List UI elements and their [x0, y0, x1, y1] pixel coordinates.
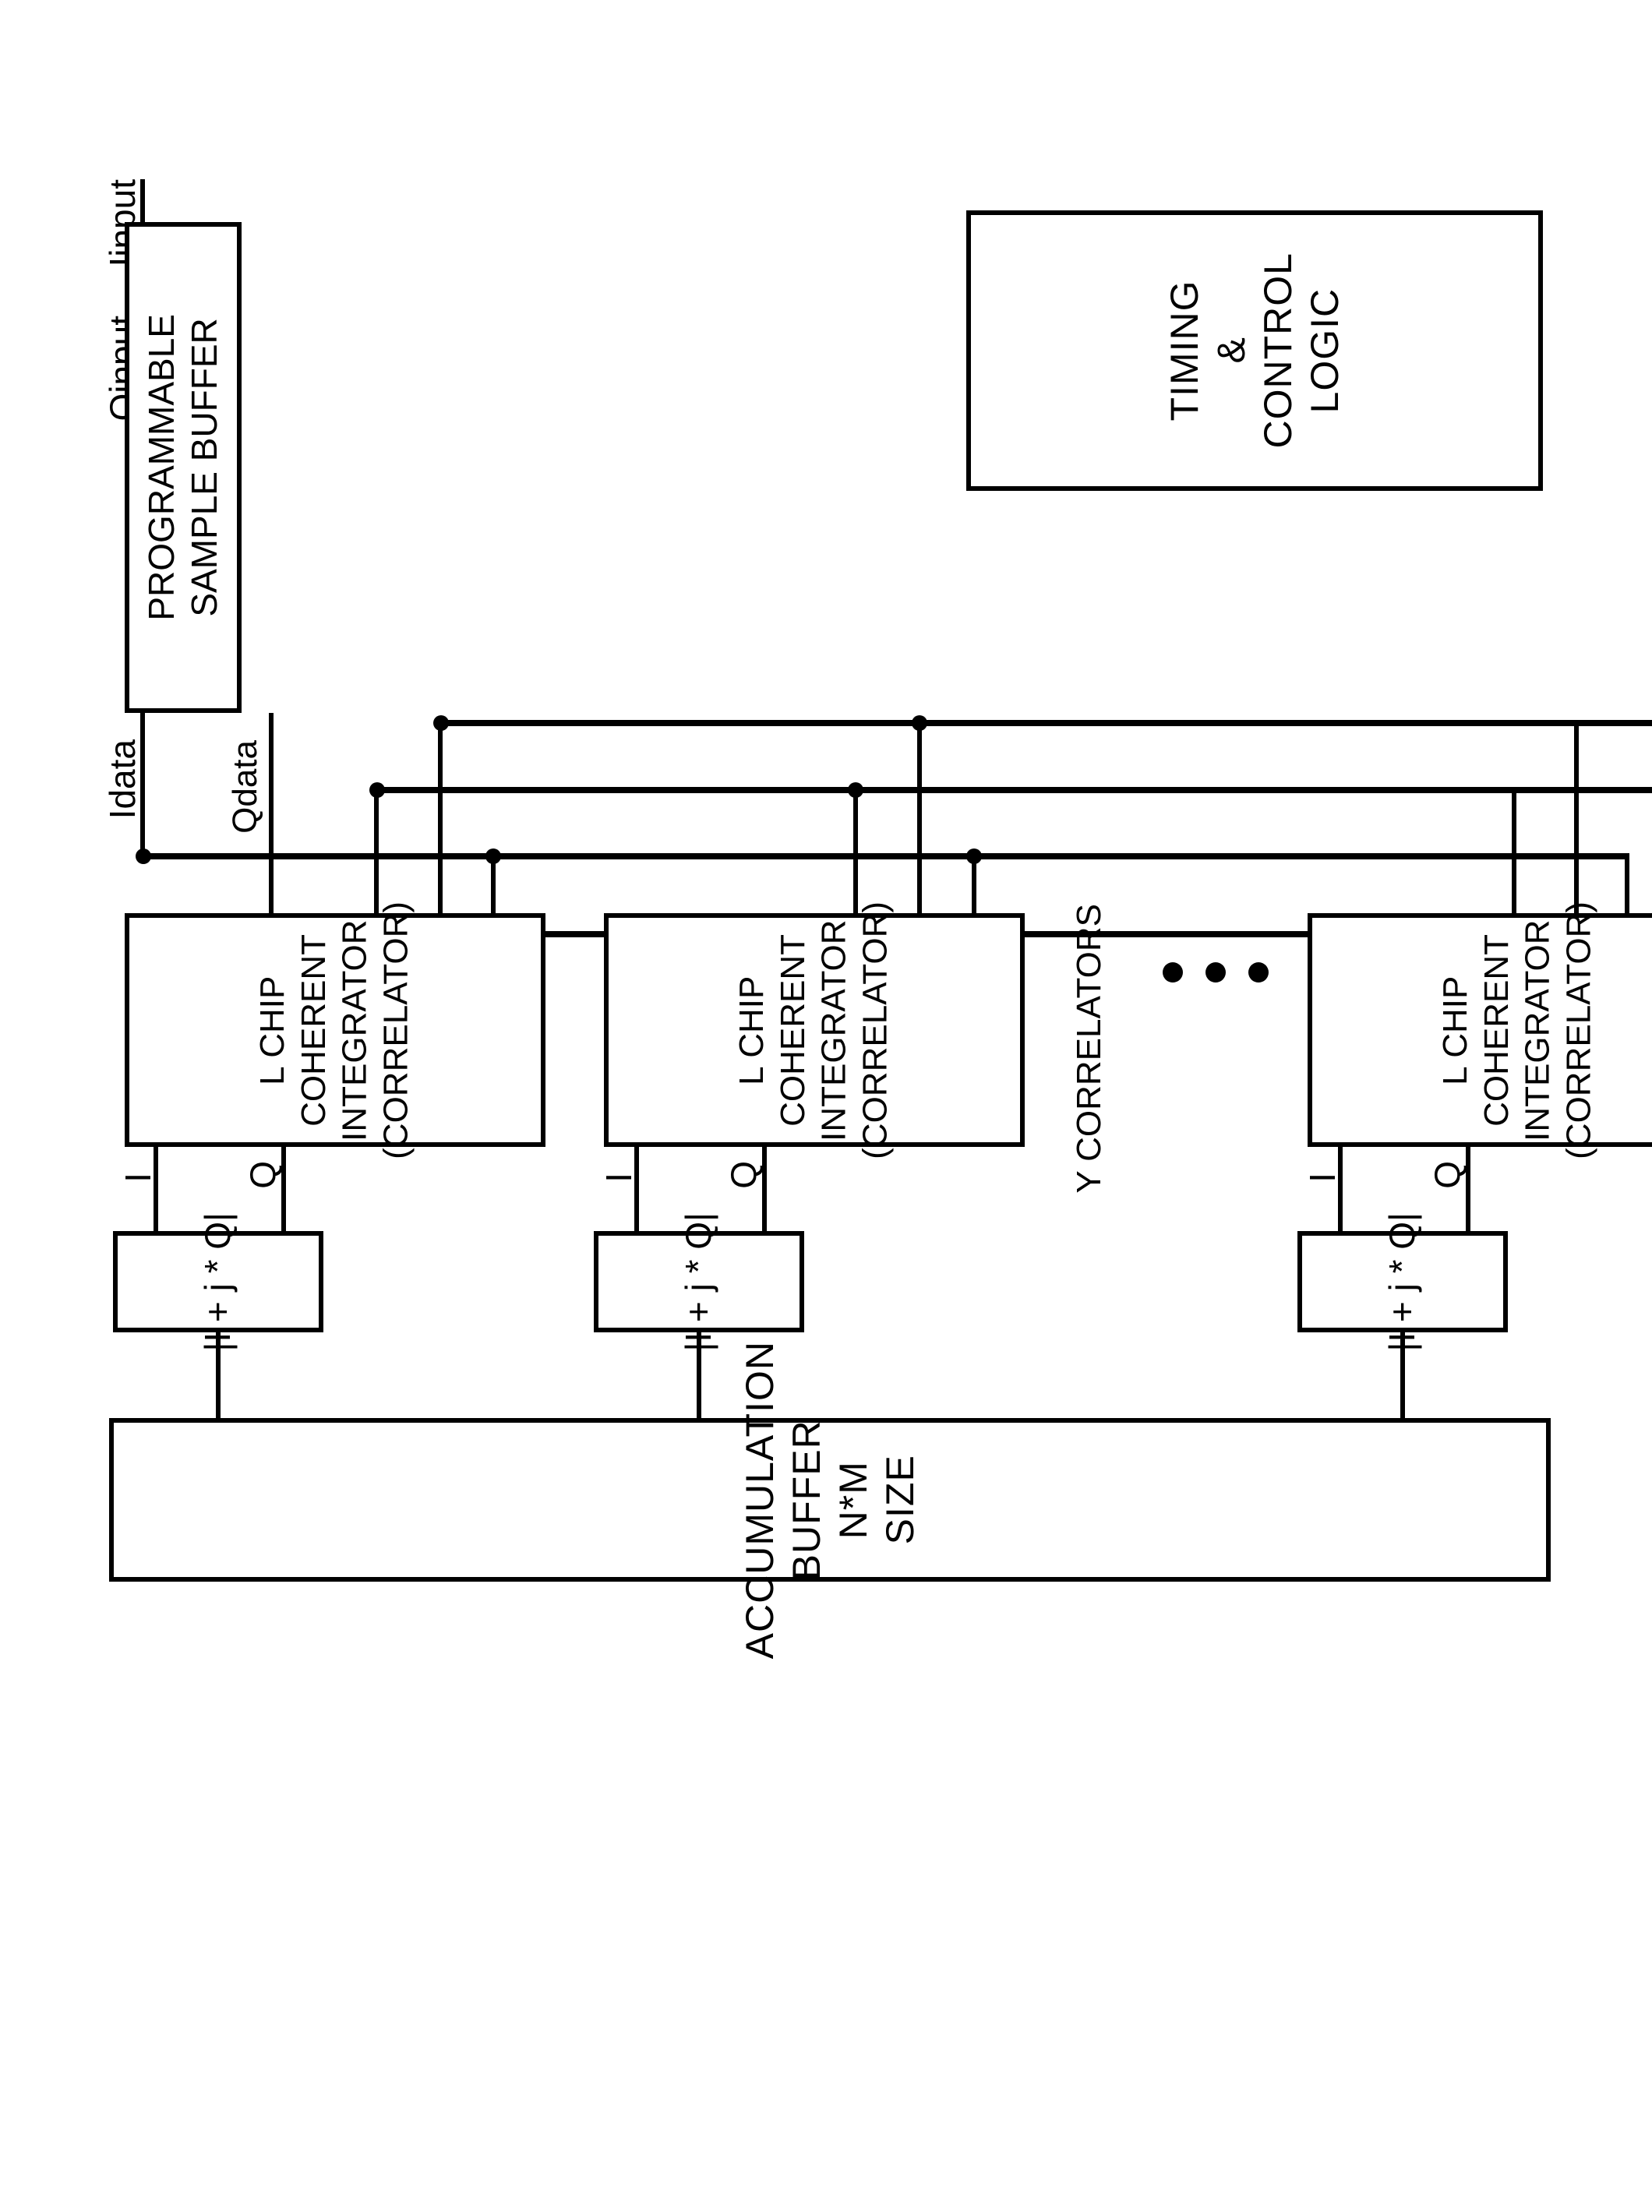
block-sample-buffer: PROGRAMMABLE SAMPLE BUFFER: [125, 222, 242, 713]
label-i-out-3: I: [1301, 1173, 1343, 1183]
block-timing-control: TIMING & CONTROL LOGIC: [966, 210, 1543, 491]
wire: [438, 720, 443, 915]
label-q-out-2: Q: [722, 1161, 764, 1189]
wire: [1574, 720, 1579, 915]
wire: [972, 853, 976, 915]
wire: [1512, 787, 1516, 915]
wire-idata: [140, 853, 1629, 859]
wire: [374, 787, 379, 915]
wire: [697, 1332, 701, 1422]
block-timing-control-label: TIMING & CONTROL LOGIC: [1161, 252, 1348, 448]
label-y-correlators: Y CORRELATORS: [1070, 904, 1109, 1194]
block-accumulation-buffer: ACCUMULATION BUFFER N*M SIZE: [109, 1418, 1551, 1582]
wire: [634, 1147, 639, 1233]
block-correlator-3-label: L CHIP COHERENT INTEGRATOR (CORRELATOR): [1435, 901, 1600, 1159]
ellipsis-dot: [1205, 962, 1226, 983]
block-magnitude-1: |I + j * Q|: [113, 1231, 323, 1332]
wire: [917, 720, 922, 915]
label-i-out-1: I: [117, 1173, 159, 1183]
label-qdata: Qdata: [226, 740, 265, 834]
label-idata: Idata: [101, 739, 143, 819]
ellipsis-dot: [1248, 962, 1269, 983]
wire: [1400, 1332, 1405, 1422]
wire: [1338, 1147, 1343, 1233]
wire: [491, 853, 496, 915]
block-magnitude-2-label: |I + j * Q|: [677, 1212, 720, 1352]
wire: [154, 1147, 158, 1233]
label-i-out-2: I: [598, 1173, 640, 1183]
block-correlator-3: L CHIP COHERENT INTEGRATOR (CORRELATOR): [1308, 913, 1652, 1147]
label-q-out-3: Q: [1426, 1161, 1468, 1189]
block-correlator-2-label: L CHIP COHERENT INTEGRATOR (CORRELATOR): [732, 901, 896, 1159]
block-sample-buffer-label: PROGRAMMABLE SAMPLE BUFFER: [140, 314, 226, 621]
wire-qcode: [374, 787, 1652, 793]
wire: [216, 1332, 221, 1422]
block-correlator-2: L CHIP COHERENT INTEGRATOR (CORRELATOR): [604, 913, 1025, 1147]
wire: [1466, 1147, 1470, 1233]
block-magnitude-3: |I + j * Q|: [1297, 1231, 1508, 1332]
wire: [140, 179, 145, 226]
label-q-out-1: Q: [242, 1161, 284, 1189]
block-correlator-1-label: L CHIP COHERENT INTEGRATOR (CORRELATOR): [252, 901, 417, 1159]
block-accumulation-buffer-label: ACCUMULATION BUFFER N*M SIZE: [736, 1341, 923, 1659]
wire-idata: [140, 713, 145, 853]
block-magnitude-1-label: |I + j * Q|: [196, 1212, 239, 1352]
ellipsis-dot: [1163, 962, 1183, 983]
wire: [281, 1147, 286, 1233]
wire: [762, 1147, 767, 1233]
junction-dot: [136, 848, 151, 864]
wire-qdata: [269, 713, 274, 931]
block-correlator-1: L CHIP COHERENT INTEGRATOR (CORRELATOR): [125, 913, 545, 1147]
wire-icode: [438, 720, 1652, 726]
block-magnitude-3-label: |I + j * Q|: [1381, 1212, 1424, 1352]
wire: [1625, 853, 1629, 915]
wire: [853, 787, 858, 915]
block-magnitude-2: |I + j * Q|: [594, 1231, 804, 1332]
